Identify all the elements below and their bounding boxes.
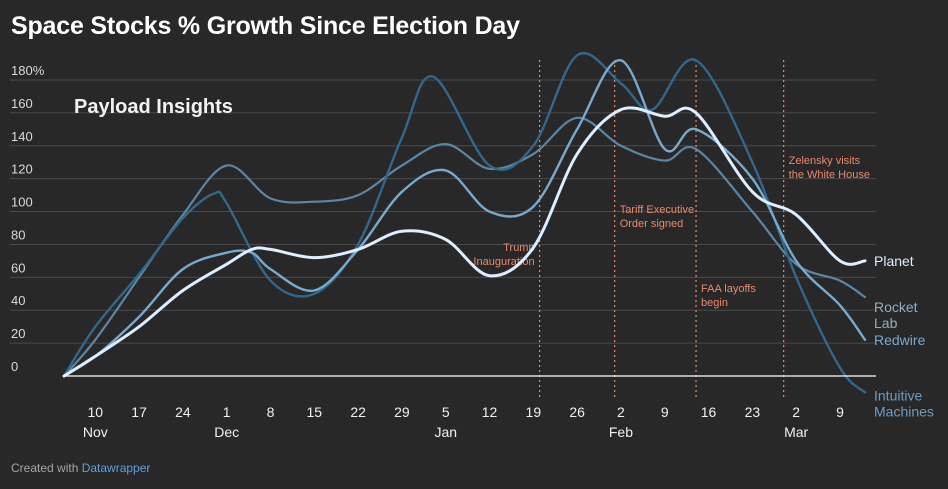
series-label: Rocket	[874, 299, 918, 315]
chart-title: Space Stocks % Growth Since Election Day	[11, 12, 520, 40]
footer-prefix: Created with	[11, 461, 82, 475]
x-tick-label: 22	[350, 404, 366, 420]
annotation-label: Order signed	[620, 218, 684, 230]
x-tick-label: 1	[223, 404, 231, 420]
annotation-label: Zelensky visits	[789, 155, 861, 167]
x-month-label: Mar	[784, 424, 808, 440]
x-tick-label: 16	[701, 404, 717, 420]
x-tick-label: 5	[442, 404, 450, 420]
x-month-label: Nov	[83, 424, 108, 440]
x-tick-label: 23	[745, 404, 761, 420]
series-label: Lab	[874, 315, 898, 331]
series-line-redwire	[62, 59, 867, 378]
gridlines: 0 20 40 60 80 100 120 140 160 180%	[10, 63, 876, 374]
annotation-label: begin	[701, 297, 728, 309]
series-lines	[62, 52, 867, 394]
y-tick-label: 120	[11, 162, 33, 177]
y-tick-label: 40	[11, 293, 25, 308]
x-tick-label: 8	[267, 404, 275, 420]
series-label: Intuitive	[874, 388, 922, 404]
x-month-label: Feb	[609, 424, 633, 440]
x-tick-label: 2	[792, 404, 800, 420]
annotation-label: the White House	[789, 169, 870, 181]
x-tick-label: 12	[482, 404, 498, 420]
x-tick-label: 24	[175, 404, 191, 420]
y-tick-label: 0	[11, 359, 18, 374]
y-tick-label: 180%	[11, 63, 45, 78]
x-tick-label: 9	[836, 404, 844, 420]
annotation-label: Tariff Executive	[620, 204, 694, 216]
annotation-label: FAA layoffs	[701, 283, 756, 295]
y-tick-label: 160	[11, 96, 33, 111]
x-tick-label: 26	[569, 404, 585, 420]
series-label: Machines	[874, 404, 934, 420]
y-tick-label: 140	[11, 129, 33, 144]
y-tick-label: 80	[11, 227, 25, 242]
x-tick-label: 15	[307, 404, 323, 420]
watermark: Payload Insights	[74, 96, 233, 118]
x-tick-label: 2	[617, 404, 625, 420]
y-tick-label: 100	[11, 195, 33, 210]
annotation-label: Trump	[503, 242, 534, 254]
x-tick-label: 9	[661, 404, 669, 420]
x-tick-label: 17	[131, 404, 147, 420]
x-tick-label: 29	[394, 404, 410, 420]
y-tick-label: 20	[11, 326, 25, 341]
x-month-label: Jan	[434, 424, 457, 440]
series-line-planet	[62, 106, 867, 378]
x-month-label: Dec	[214, 424, 239, 440]
series-label: Planet	[874, 253, 914, 269]
datawrapper-link[interactable]: Datawrapper	[81, 461, 151, 475]
series-line-intuitive-machines	[62, 52, 867, 394]
x-tick-label: 10	[88, 404, 104, 420]
series-label: Redwire	[874, 332, 926, 348]
series-line-rocket-lab	[62, 116, 867, 378]
x-tick-label: 19	[526, 404, 542, 420]
footer: Created with Datawrapper	[11, 461, 150, 475]
y-tick-label: 60	[11, 260, 25, 275]
